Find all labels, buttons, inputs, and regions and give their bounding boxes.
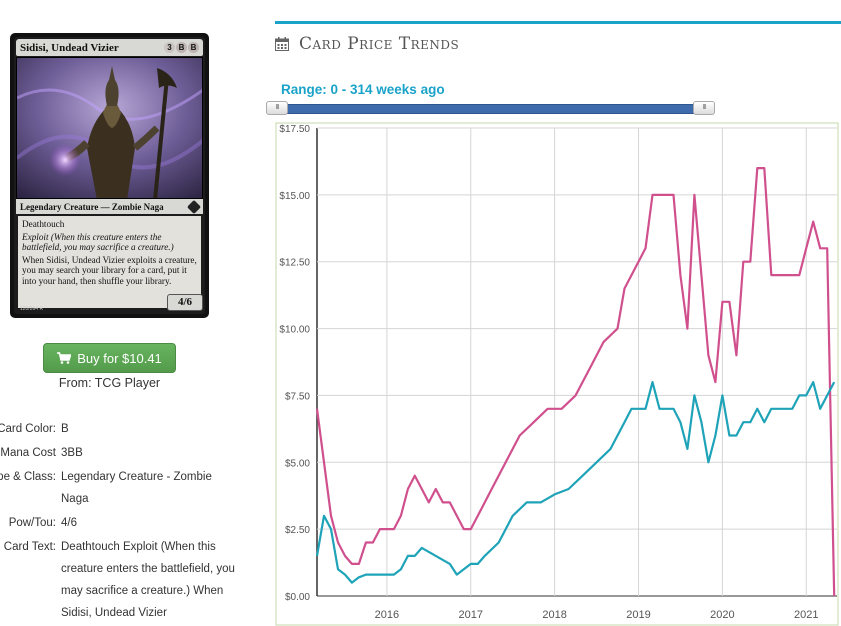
x-tick-label: 2016 — [375, 609, 399, 621]
buy-source: From: TCG Player — [58, 376, 161, 390]
detail-label: Card Color: — [0, 423, 56, 435]
card-image: Sidisi, Undead Vizier 3 B B — [10, 33, 209, 318]
set-symbol-icon — [186, 199, 202, 214]
card-rule-keyword: Deathtouch — [22, 219, 65, 229]
x-tick-label: 2019 — [626, 609, 650, 621]
detail-label: Type & Class: — [0, 471, 56, 483]
card-rule-ability: When Sidisi, Undead Vizier exploits a cr… — [22, 254, 197, 286]
card-art-illustration — [17, 58, 202, 198]
detail-value: Deathtouch Exploit (When this creature e… — [61, 541, 235, 619]
y-tick-label: $12.50 — [279, 258, 310, 269]
detail-label: Mana Cost — [0, 447, 56, 459]
card-rules-text: Deathtouch Exploit (When this creature e… — [18, 216, 201, 308]
x-tick-label: 2021 — [794, 609, 818, 621]
card-frame: Sidisi, Undead Vizier 3 B B — [14, 37, 205, 314]
price-trend-chart: $0.00 $2.50 $5.00 $7.50 $10.00 $12.50 $15.00 $1… — [275, 122, 839, 626]
detail-value: 3BB — [61, 447, 83, 459]
card-type-line: Legendary Creature — Zombie Naga — [20, 201, 164, 212]
detail-label: Pow/Tou: — [8, 517, 56, 529]
mana-generic-icon: 3 — [164, 42, 175, 53]
detail-value: 4/6 — [61, 517, 77, 529]
y-tick-label: $5.00 — [285, 458, 310, 469]
chart-frame — [275, 122, 839, 626]
card-art — [16, 57, 203, 199]
card-type-bar: Legendary Creature — Zombie Naga — [16, 199, 203, 214]
y-tick-label: $2.50 — [285, 525, 310, 536]
card-name: Sidisi, Undead Vizier — [20, 41, 119, 54]
card-power-toughness: 4/6 — [167, 294, 203, 311]
shopping-cart-icon — [57, 352, 72, 364]
card-rule-exploit: Exploit (When this creature enters the b… — [22, 231, 174, 253]
x-tick-label: 2017 — [459, 609, 483, 621]
mana-black-icon: B — [176, 42, 187, 53]
x-tick-label: 2020 — [710, 609, 734, 621]
calendar-icon — [275, 37, 289, 51]
range-slider-end-handle[interactable] — [693, 101, 715, 115]
range-slider-track[interactable] — [278, 104, 708, 114]
y-tick-label: $15.00 — [279, 191, 310, 202]
mana-black-icon: B — [188, 42, 199, 53]
y-tick-label: $7.50 — [285, 391, 310, 402]
y-tick-label: $10.00 — [279, 325, 310, 336]
range-slider-start-handle[interactable] — [266, 101, 288, 115]
detail-value: Legendary Creature - Zombie Naga — [61, 471, 212, 505]
detail-label: Card Text: — [3, 541, 56, 553]
buy-button-label: Buy for $10.41 — [77, 350, 162, 366]
detail-value: B — [61, 423, 69, 435]
y-tick-label: $17.50 — [279, 124, 310, 135]
section-title: Card Price Trends — [299, 34, 460, 54]
buy-button[interactable]: Buy for $10.41 — [43, 343, 176, 373]
card-collector-line: 120/264 R — [20, 306, 44, 312]
card-title-bar: Sidisi, Undead Vizier 3 B B — [16, 39, 203, 56]
y-tick-label: $0.00 — [285, 592, 310, 603]
price-series-line-2 — [315, 381, 836, 584]
range-label: Range: 0 - 314 weeks ago — [281, 82, 445, 97]
card-mana-cost: 3 B B — [164, 42, 199, 53]
price-series-line-1 — [315, 167, 836, 597]
section-top-rule — [275, 21, 841, 24]
x-tick-label: 2018 — [542, 609, 566, 621]
